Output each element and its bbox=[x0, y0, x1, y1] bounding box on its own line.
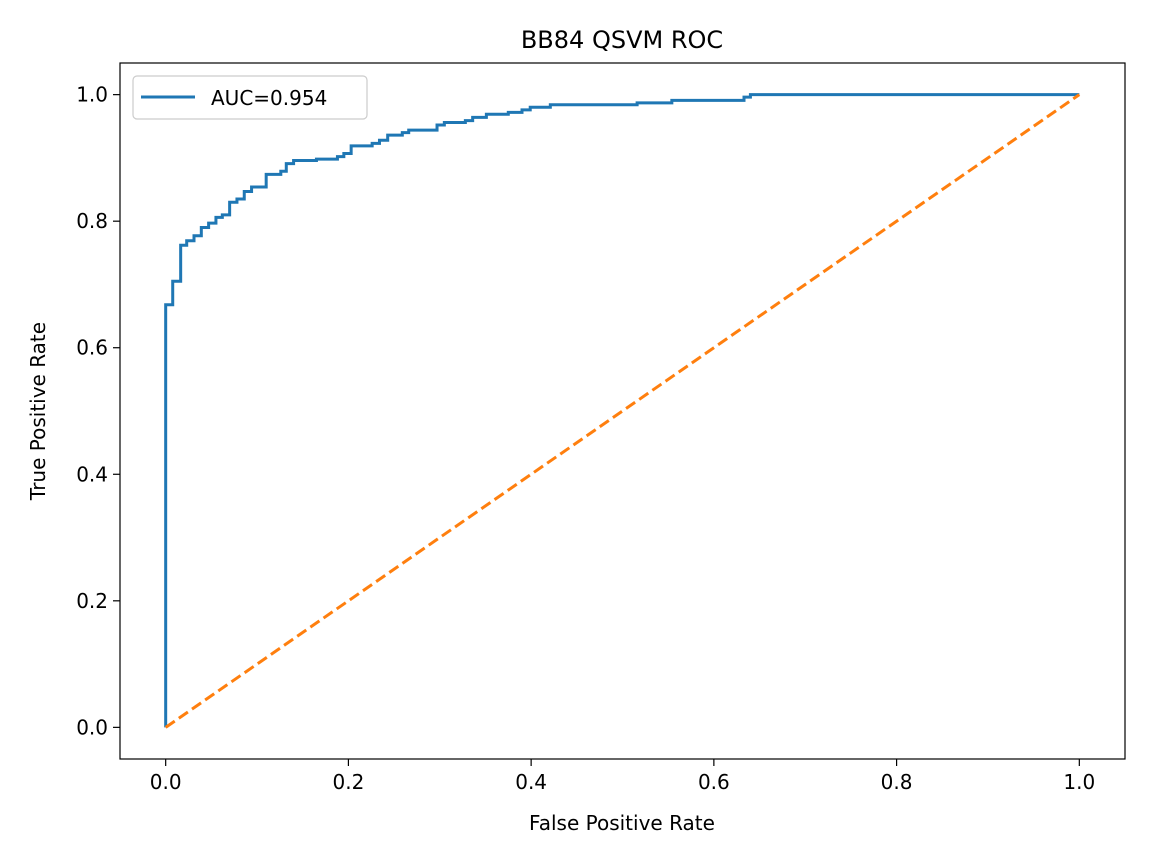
axes-frame bbox=[119, 62, 1126, 760]
x-axis-label: False Positive Rate bbox=[529, 811, 715, 835]
y-axis-ticks: 0.0 0.2 0.4 0.6 0.8 1.0 bbox=[76, 83, 120, 739]
x-tick-label: 0.4 bbox=[515, 770, 547, 794]
plot-area bbox=[164, 93, 1081, 729]
legend-box bbox=[132, 75, 368, 120]
x-tick-label: 0.6 bbox=[698, 770, 730, 794]
y-tick-label: 0.2 bbox=[76, 589, 108, 613]
roc-curve bbox=[164, 93, 1080, 728]
y-axis-label: True Positive Rate bbox=[26, 322, 50, 501]
legend-label: AUC=0.954 bbox=[211, 86, 327, 110]
y-tick-label: 0.6 bbox=[76, 336, 108, 360]
y-tick-label: 0.4 bbox=[76, 462, 108, 486]
x-axis-ticks: 0.0 0.2 0.4 0.6 0.8 1.0 bbox=[150, 759, 1095, 794]
x-tick-label: 0.2 bbox=[333, 770, 365, 794]
x-tick-label: 0.8 bbox=[881, 770, 913, 794]
y-tick-label: 0.8 bbox=[76, 209, 108, 233]
legend: AUC=0.954 bbox=[132, 75, 368, 120]
y-tick-label: 0.0 bbox=[76, 715, 108, 739]
chart-title: BB84 QSVM ROC bbox=[521, 26, 723, 54]
chance-line bbox=[164, 93, 1081, 729]
x-tick-label: 1.0 bbox=[1063, 770, 1095, 794]
x-tick-label: 0.0 bbox=[150, 770, 182, 794]
y-tick-label: 1.0 bbox=[76, 83, 108, 107]
